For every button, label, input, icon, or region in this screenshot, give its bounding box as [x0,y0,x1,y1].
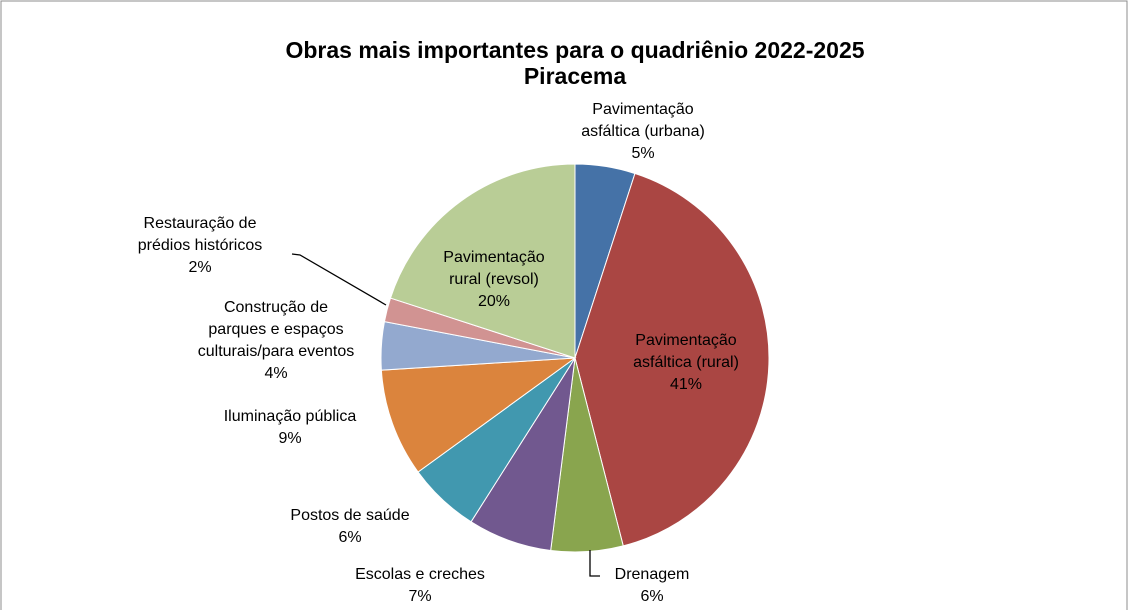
category-label: Pavimentação asfáltica (urbana) [581,101,705,140]
slice-label: Drenagem 6% [592,564,712,608]
category-label: Postos de saúde [290,507,410,524]
slice-label: Iluminação pública 9% [190,406,390,450]
value-label: 7% [408,588,432,605]
pie-slice [380,357,577,473]
slice-label: Escolas e creches 7% [320,564,520,608]
value-label: 6% [640,588,664,605]
value-label: 4% [264,365,288,382]
value-label: 6% [338,529,362,546]
category-label: Restauração de prédios históricos [137,215,263,254]
slice-label: Postos de saúde 6% [250,505,450,549]
leader-line [291,253,387,306]
slice-label: Pavimentação rural (revsol) 20% [429,247,559,313]
value-label: 2% [188,259,212,276]
value-label: 20% [477,293,511,310]
slices [380,163,770,553]
category-label: Iluminação pública [223,408,357,425]
slice-label: Pavimentação asfáltica (rural) 41% [606,330,766,396]
chart-title: Obras mais importantes para o quadriênio… [285,37,865,63]
category-label: Escolas e creches [355,566,485,583]
slice-label: Restauração de prédios históricos 2% [125,213,275,279]
slice-label: Pavimentação asfáltica (urbana) 5% [563,99,723,165]
pie-slice [574,172,770,547]
pie-slice [389,163,576,359]
value-label: 9% [278,430,302,447]
chart-subtitle: Piracema [523,63,627,89]
category-label: Pavimentação asfáltica (rural) [633,332,739,371]
category-label: Construção de parques e espaços culturai… [197,299,355,360]
value-label: 41% [669,376,703,393]
value-label: 5% [631,145,655,162]
slice-label: Construção de parques e espaços culturai… [193,297,359,385]
leader-line [589,550,600,577]
category-label: Drenagem [614,566,690,583]
category-label: Pavimentação rural (revsol) [443,249,545,288]
